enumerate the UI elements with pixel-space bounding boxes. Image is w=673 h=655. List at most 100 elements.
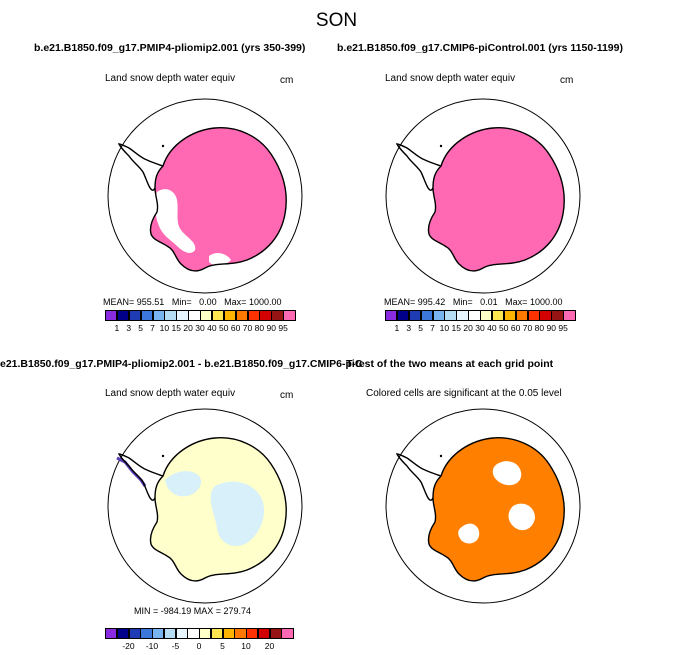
colorbar-tick-label: 15 [451,323,461,333]
colorbar-swatch [271,310,284,321]
map-bottom-left [107,408,303,604]
colorbar-swatch [551,310,564,321]
units-label-bottom-left: cm [280,390,294,401]
coastline [427,437,565,582]
colorbar-tick-label: 60 [230,323,241,333]
subtitle-bottom-right: Colored cells are significant at the 0.0… [366,388,562,399]
colorbar-swatch [164,310,177,321]
colorbar-tick-label: 1 [394,323,400,333]
colorbar-tick-label: 10 [439,323,450,333]
peninsula-coastline [117,453,164,501]
colorbar-tick-label: 10 [159,323,170,333]
map-top-right [385,98,581,294]
island-marker [161,454,165,458]
colorbar-swatch [269,628,282,639]
colorbar-tick-label: 95 [558,323,568,333]
colorbar-swatch [152,310,165,321]
panel-title-top-left: b.e21.B1850.f09_g17.PMIP4-pliomip2.001 (… [34,42,306,54]
colorbar-swatch [176,310,189,321]
no-snow-region [154,189,196,253]
colorbar-swatch [385,310,398,321]
colorbar-top-left [105,310,296,321]
colorbar-swatch [152,628,165,639]
colorbar-swatch [223,310,237,321]
panel-title-bottom-right: T-test of the two means at each grid poi… [346,358,554,370]
peninsula-coastline [395,453,442,501]
colorbar-swatch [199,628,212,639]
colorbar-tick-label: 10 [241,641,251,651]
not-significant-region [508,503,535,531]
max-label: Max= [505,297,528,307]
variable-label-top-left: Land snow depth water equiv [105,73,236,84]
colorbar-labels-bottom-left: -20 -10 -5 0 5 10 20 [105,641,293,653]
colorbar-swatch [539,310,552,321]
colorbar-swatch [468,310,481,321]
colorbar-swatch [105,310,118,321]
max-label: Max= [224,297,247,307]
colorbar-swatch [257,628,270,639]
colorbar-swatch [234,628,247,639]
colorbar-swatch [527,310,540,321]
colorbar-swatch [188,310,201,321]
colorbar-tick-label: 30 [195,323,205,333]
coastline [427,127,565,272]
colorbar-labels-top-right: 1 3 5 7 10 15 20 30 40 50 60 70 80 90 95 [385,323,575,335]
season-title: SON [315,10,358,31]
min-value: 0.01 [480,297,498,307]
colorbar-tick-label: 90 [546,323,556,333]
colorbar-tick-label: 60 [510,323,521,333]
colorbar-swatch [396,310,410,321]
colorbar-swatch [140,628,153,639]
mean-label: MEAN= [384,297,416,307]
colorbar-swatch [128,628,141,639]
island-marker [439,454,443,458]
peninsula-coastline [117,143,164,191]
colorbar-tick-label: -5 [171,641,180,651]
colorbar-tick-label: 20 [463,323,473,333]
coastline [149,127,287,272]
colorbar-tick-label: 80 [254,323,265,333]
colorbar-tick-label: 90 [266,323,276,333]
colorbar-tick-label: 7 [430,323,435,333]
min-label: Min= [171,297,192,307]
colorbar-swatch [163,628,176,639]
negative-anomaly-region [165,471,202,497]
colorbar-swatch [210,628,223,639]
colorbar-swatch [105,628,118,639]
colorbar-swatch [211,310,225,321]
stats-bottom-left: MIN = -984.19 MAX = 279.74 [134,606,252,616]
colorbar-swatch [175,628,188,639]
colorbar-swatch [503,310,517,321]
colorbar-tick-label: 20 [183,323,193,333]
map-bottom-right [385,408,581,604]
colorbar-tick-label: 95 [278,323,288,333]
colorbar-swatch [283,310,296,321]
panel-title-bottom-left: e21.B1850.f09_g17.PMIP4-pliomip2.001 - b… [0,358,362,370]
panel-title-top-right: b.e21.B1850.f09_g17.CMIP6-piControl.001 … [337,42,623,54]
units-label-top-left: cm [280,75,294,86]
colorbar-swatch [200,310,213,321]
variable-label-bottom-left: Land snow depth water equiv [105,388,236,399]
colorbar-tick-label: 80 [534,323,545,333]
colorbar-swatch [408,310,422,321]
max-value: 1000.00 [248,297,282,307]
stats-top-left: MEAN= 955.51 Min= 0.00 Max= 1000.00 [103,297,281,307]
colorbar-swatch [480,310,493,321]
colorbar-swatch [235,310,248,321]
colorbar-tick-label: 15 [171,323,181,333]
colorbar-bottom-left [105,628,294,639]
colorbar-tick-label: -10 [145,641,159,651]
mean-label: MEAN= [103,297,135,307]
negative-anomaly-region [210,481,265,547]
colorbar-swatch [491,310,505,321]
continent-fill [428,127,565,271]
colorbar-swatch [515,310,528,321]
colorbar-swatch [456,310,469,321]
mean-value: 955.51 [136,297,165,307]
colorbar-swatch [432,310,445,321]
mean-value: 995.42 [417,297,446,307]
colorbar-tick-label: 0 [196,641,202,651]
colorbar-tick-label: 70 [522,323,533,333]
no-snow-region [209,253,231,266]
units-label-top-right: cm [560,75,574,86]
